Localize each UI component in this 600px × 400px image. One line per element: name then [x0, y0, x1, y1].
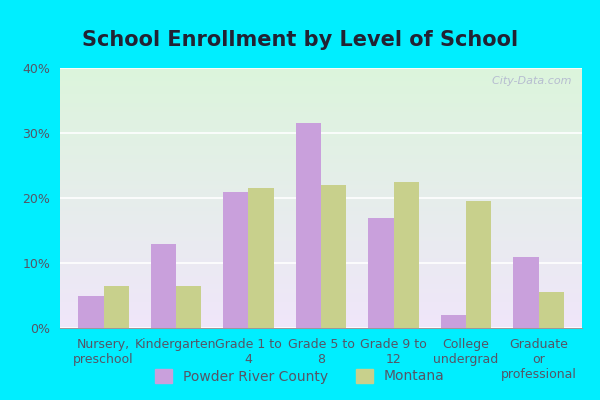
- Bar: [248, 188, 274, 328]
- Bar: [321, 185, 346, 328]
- Legend: Powder River County, Montana: Powder River County, Montana: [150, 363, 450, 389]
- Bar: [539, 292, 564, 328]
- Bar: [368, 218, 394, 328]
- Bar: [78, 296, 104, 328]
- Text: School Enrollment by Level of School: School Enrollment by Level of School: [82, 30, 518, 50]
- Bar: [466, 201, 491, 328]
- Bar: [296, 123, 321, 328]
- Text: City-Data.com: City-Data.com: [485, 76, 572, 86]
- Bar: [440, 315, 466, 328]
- Bar: [176, 286, 202, 328]
- Bar: [394, 182, 419, 328]
- Bar: [513, 256, 539, 328]
- Bar: [104, 286, 129, 328]
- Bar: [151, 244, 176, 328]
- Bar: [223, 192, 248, 328]
